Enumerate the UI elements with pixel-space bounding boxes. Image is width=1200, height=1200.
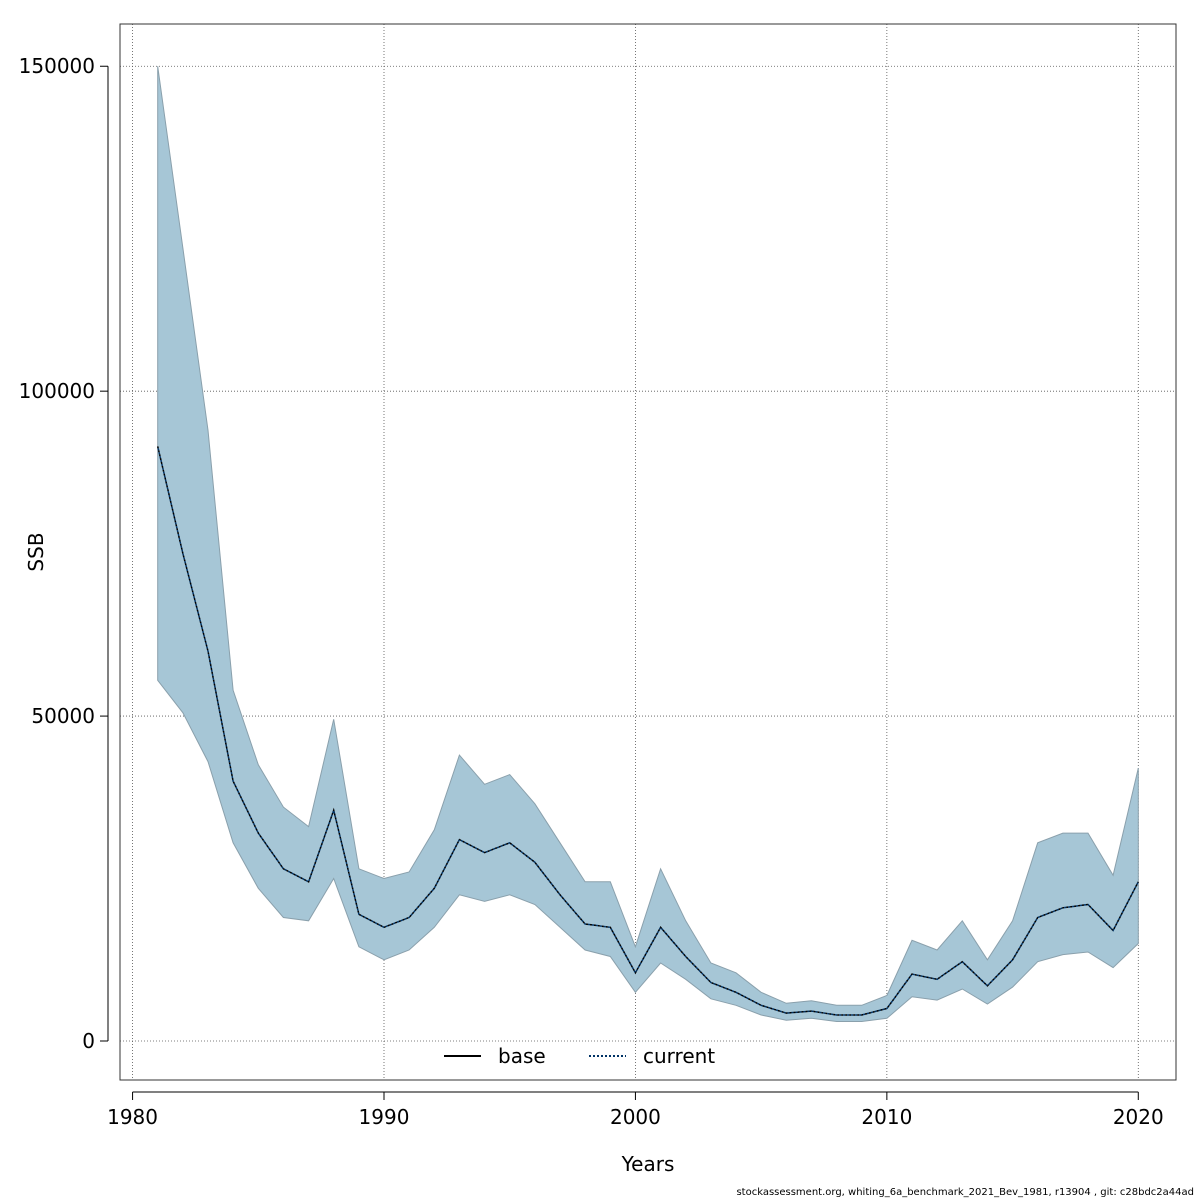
x-axis: 1980 1990 2000 2010 2020 (107, 1091, 1164, 1129)
confidence-band (157, 66, 1139, 1022)
footer-note: stockassessment.org, whiting_6a_benchmar… (736, 1187, 1194, 1198)
x-axis-title: Years (621, 1152, 675, 1176)
y-tick-label: 100000 (19, 379, 95, 403)
x-tick-label: 2000 (610, 1105, 661, 1129)
legend-label-current: current (643, 1044, 715, 1068)
y-tick-label: 50000 (31, 704, 95, 728)
x-tick-label: 2020 (1113, 1105, 1164, 1129)
plot-frame (119, 23, 1177, 1081)
series-line-current (156, 446, 1139, 1016)
x-tick-label: 1980 (107, 1105, 158, 1129)
legend: base current (444, 1044, 715, 1068)
y-axis: 0 50000 100000 150000 (19, 54, 109, 1053)
y-tick-label: 0 (82, 1029, 95, 1053)
y-tick-label: 150000 (19, 54, 95, 78)
x-tick-label: 1990 (359, 1105, 410, 1129)
y-axis-title: SSB (24, 532, 48, 571)
x-tick-label: 2010 (861, 1105, 912, 1129)
legend-label-base: base (498, 1044, 546, 1068)
